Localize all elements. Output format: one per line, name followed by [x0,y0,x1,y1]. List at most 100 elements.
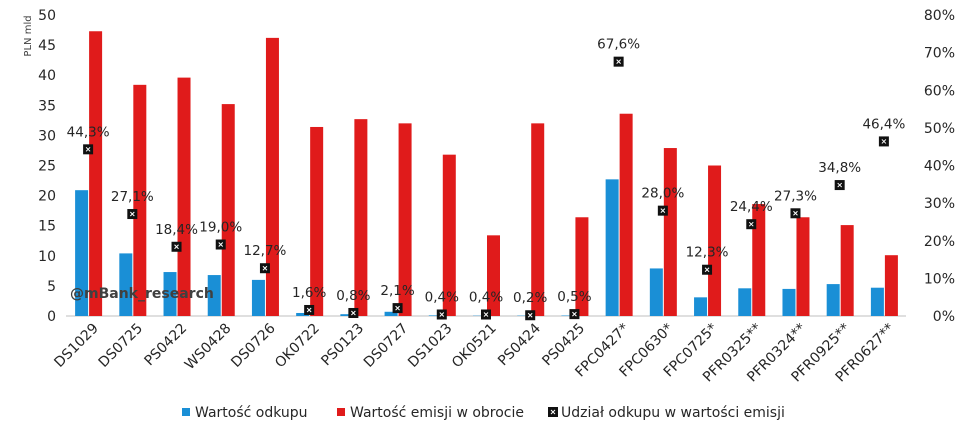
share-point-mark [483,312,489,317]
category-label: PS0424 [495,320,544,369]
share-point-mark [881,139,887,144]
bar-wartosc-emisji [884,255,898,316]
bar-wartosc-emisji [221,104,235,316]
bar-wartosc-odkupu [738,288,752,316]
share-data-label: 44,3% [67,124,110,140]
bar-wartosc-emisji [708,165,722,316]
bar-wartosc-emisji [89,31,103,317]
share-data-label: 0,2% [513,290,547,306]
bar-wartosc-emisji [265,37,279,316]
y-tick-label: 10 [38,249,56,265]
bar-wartosc-emisji [619,113,633,316]
share-point-mark [262,265,268,271]
category-label: OK0521 [449,320,500,371]
y-tick-label: 25 [38,159,56,175]
category-label: DS1029 [51,320,101,370]
share-data-label: 2,1% [380,283,414,299]
bar-wartosc-emisji [752,204,766,316]
category-label: DS0726 [228,320,278,370]
bar-wartosc-odkupu [119,253,133,316]
share-point-mark [748,221,754,227]
legend-swatch-mark [550,409,556,415]
share-data-label: 27,1% [111,189,154,205]
share-point-mark [306,307,312,313]
y-axis-label: PLN mld [23,15,34,56]
share-point-mark [351,310,356,316]
legend-udzial-odkupu: Udział odkupu w wartości emisji [548,405,785,421]
bar-wartosc-emisji [796,217,810,316]
y-tick-label: 0 [47,309,56,325]
left-axis: 0 5 10 15 20 25 30 35 40 45 50 [38,8,56,325]
bar-wartosc-emisji [487,235,500,316]
y-tick-label: 40 [38,68,56,84]
share-point-mark [704,267,710,273]
bar-wartosc-odkupu [296,312,310,316]
y2-tick-label: 0% [933,309,955,325]
bar-wartosc-odkupu [694,297,708,316]
y2-tick-label: 40% [924,159,955,175]
bar-wartosc-emisji [531,123,545,316]
watermark: @mBank_research [70,286,214,302]
share-data-label: 0,5% [557,289,591,305]
category-label: DS1023 [405,320,455,370]
bar-wartosc-odkupu [340,314,354,316]
bar-wartosc-odkupu [826,284,840,316]
legend: Wartość odkupu Wartość emisji w obrocie Ud… [182,405,785,421]
right-axis: 0% 10% 20% 30% 40% 50% 60% 70% 80% [924,8,955,325]
category-label: WS0428 [182,320,235,373]
bar-wartosc-emisji [354,119,368,316]
y-tick-label: 20 [38,189,56,205]
bar-wartosc-odkupu [870,287,884,316]
share-point-mark [527,312,533,318]
y-tick-label: 45 [38,38,56,54]
share-data-label: 67,6% [597,37,640,53]
category-label: DS0725 [96,320,146,370]
share-point-mark [837,182,843,188]
legend-wartosc-emisji: Wartość emisji w obrocie [337,405,524,421]
y2-tick-label: 60% [924,83,955,99]
share-data-label: 27,3% [774,188,817,204]
share-data-label: 46,4% [862,116,905,132]
share-data-label: 19,0% [199,220,242,236]
share-data-label: 12,7% [244,243,287,259]
bar-wartosc-odkupu [782,288,796,316]
y2-tick-label: 70% [924,46,955,62]
share-point-mark [572,311,577,317]
share-point-mark [174,244,179,250]
y2-tick-label: 20% [924,234,955,250]
share-point-mark [660,208,666,214]
share-point-mark [129,211,135,217]
category-label: DS0727 [361,320,411,370]
share-point-mark [395,305,400,311]
y-tick-label: 15 [38,219,56,235]
share-data-label: 34,8% [818,160,861,176]
bar-wartosc-emisji [133,84,147,316]
bar-wartosc-emisji [575,217,589,316]
y2-tick-label: 50% [924,121,955,137]
bar-wartosc-emisji [840,225,854,316]
y-tick-label: 5 [47,279,56,295]
legend-swatch [337,408,345,416]
bar-wartosc-odkupu [384,311,398,316]
bars [75,31,898,317]
bar-wartosc-odkupu [428,315,442,316]
legend-swatch [182,408,190,416]
y-tick-label: 50 [38,8,56,24]
bar-wartosc-emisji [442,154,456,316]
y-tick-label: 30 [38,128,56,144]
share-point-mark [793,210,798,216]
legend-wartosc-odkupu: Wartość odkupu [182,405,308,421]
category-label: PS0123 [318,320,367,369]
legend-label: Udział odkupu w wartości emisji [561,405,785,421]
share-data-label: 0,8% [336,288,370,304]
bar-wartosc-odkupu [649,268,663,316]
share-point-mark [439,312,445,317]
y2-tick-label: 10% [924,271,955,287]
share-data-label: 18,4% [155,222,198,238]
bar-wartosc-odkupu [207,275,221,316]
share-data-label: 0,4% [469,289,503,305]
share-data-label: 1,6% [292,285,326,301]
share-points: 44,3% 27,1% 18,4% 19,0%12,7% 1,6% 0,8% 2,1% 0,4… [67,37,906,321]
share-point-mark [616,59,621,65]
